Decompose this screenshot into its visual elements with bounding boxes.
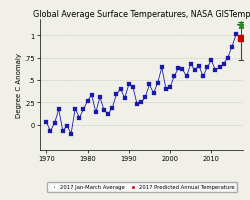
Legend: 2017 Jan-March Average, 2017 Predicted Annual Temperature: 2017 Jan-March Average, 2017 Predicted A… (46, 182, 236, 192)
Y-axis label: Degree C Anomaly: Degree C Anomaly (16, 53, 22, 117)
Title: Global Average Surface Temperatures, NASA GISTemp: Global Average Surface Temperatures, NAS… (33, 10, 250, 19)
